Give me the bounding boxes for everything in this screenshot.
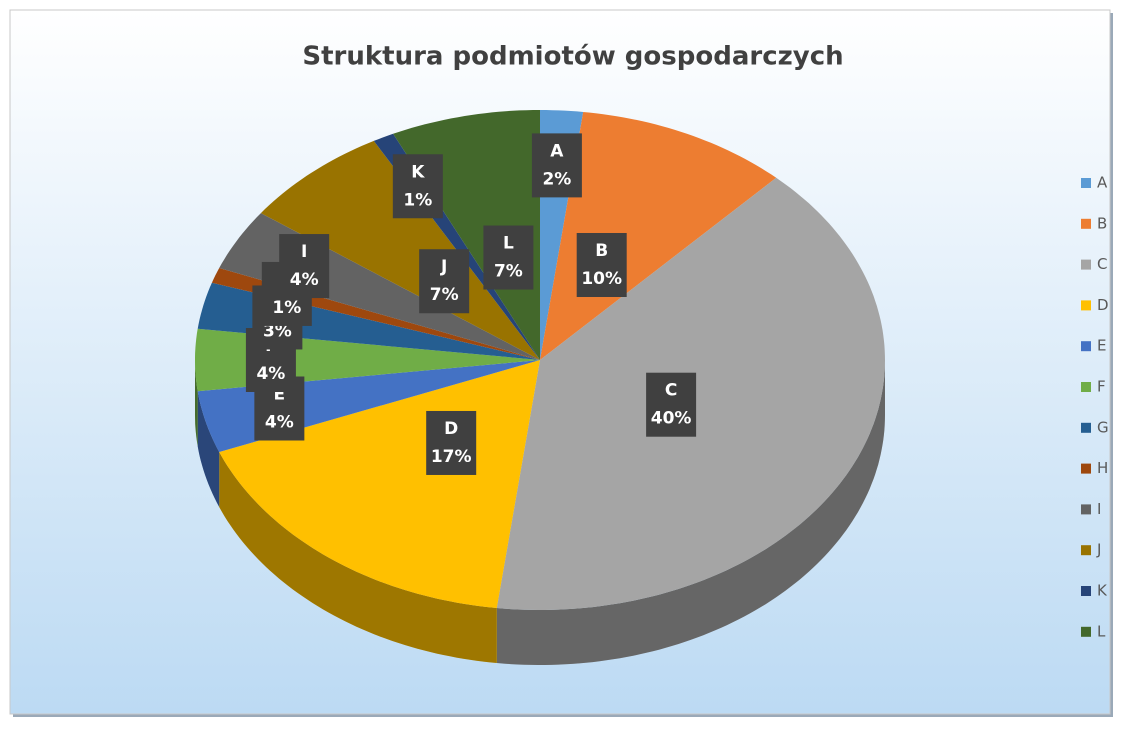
slice-side bbox=[197, 391, 220, 507]
data-label-value: 7% bbox=[430, 285, 459, 305]
data-label-category: I bbox=[301, 242, 307, 262]
data-label-value: 7% bbox=[494, 262, 523, 282]
data-label-box bbox=[483, 225, 534, 290]
data-label-box bbox=[576, 232, 627, 297]
data-label-category: C bbox=[665, 381, 677, 401]
data-label-value: 10% bbox=[581, 269, 622, 289]
data-label-category: K bbox=[411, 162, 425, 182]
data-label-value: 4% bbox=[290, 270, 319, 290]
data-label-category: J bbox=[440, 257, 447, 277]
data-label-value: 17% bbox=[431, 447, 472, 467]
legend-swatch bbox=[1081, 218, 1091, 229]
data-label-category: A bbox=[550, 141, 564, 161]
legend-label: K bbox=[1097, 582, 1108, 600]
data-label-box bbox=[426, 410, 477, 475]
slice-side-shade bbox=[195, 360, 198, 447]
legend-label: D bbox=[1097, 296, 1109, 314]
data-label-category: L bbox=[503, 234, 514, 254]
legend-label: F bbox=[1097, 378, 1106, 396]
data-label-box bbox=[392, 154, 443, 219]
legend-swatch bbox=[1081, 382, 1091, 392]
slice-side bbox=[195, 360, 198, 447]
data-label-value: 2% bbox=[542, 169, 571, 189]
legend-swatch bbox=[1081, 545, 1091, 556]
legend-swatch bbox=[1081, 341, 1091, 352]
slice-side-shade bbox=[219, 452, 497, 663]
data-label-box bbox=[531, 133, 582, 198]
legend-swatch bbox=[1081, 422, 1091, 433]
legend-label: H bbox=[1097, 459, 1108, 477]
legend-label: I bbox=[1097, 500, 1101, 518]
data-label-value: 3% bbox=[263, 321, 292, 341]
legend-label: E bbox=[1097, 337, 1106, 355]
legend-label: C bbox=[1097, 255, 1107, 273]
data-label-value: 1% bbox=[272, 298, 301, 318]
data-label-category: D bbox=[444, 419, 458, 439]
data-label-category: B bbox=[595, 241, 608, 261]
slice-side bbox=[219, 452, 497, 663]
legend-swatch bbox=[1081, 626, 1091, 637]
legend-label: G bbox=[1097, 418, 1109, 436]
legend-label: B bbox=[1097, 214, 1107, 232]
chart-title: Struktura podmiotów gospodarczych bbox=[302, 42, 843, 72]
legend-label: L bbox=[1097, 622, 1106, 640]
data-label-box bbox=[646, 372, 697, 437]
data-label-box bbox=[419, 249, 470, 314]
slice-side-shade bbox=[496, 360, 885, 665]
legend-swatch bbox=[1081, 504, 1091, 515]
slice-side-shade bbox=[197, 391, 220, 507]
legend-swatch bbox=[1081, 178, 1091, 188]
legend-swatch bbox=[1081, 300, 1091, 311]
slice bbox=[540, 112, 777, 360]
legend-swatch bbox=[1081, 586, 1091, 596]
data-label-category: E bbox=[274, 384, 286, 404]
slice bbox=[260, 140, 540, 360]
data-label-value: 4% bbox=[256, 364, 285, 384]
data-label-value: 4% bbox=[265, 412, 294, 432]
legend-swatch bbox=[1081, 463, 1091, 474]
legend-label: A bbox=[1097, 174, 1108, 192]
data-label-value: 40% bbox=[651, 409, 692, 429]
legend-label: J bbox=[1096, 541, 1101, 559]
data-label-box bbox=[279, 234, 330, 299]
slice-side bbox=[496, 360, 885, 665]
legend-swatch bbox=[1081, 259, 1091, 270]
data-label-value: 1% bbox=[403, 190, 432, 210]
